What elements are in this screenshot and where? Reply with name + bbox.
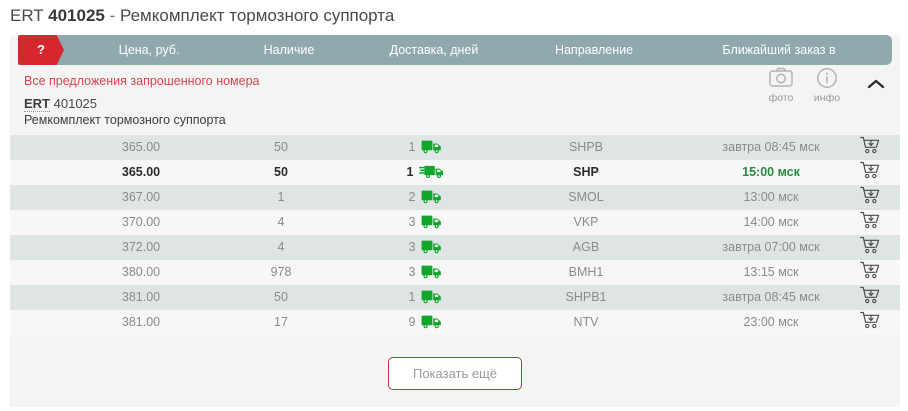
table-row[interactable]: 381.00 50 1 SHPB1 завтра 08:45 мск — [10, 285, 900, 310]
add-to-cart-button[interactable] — [850, 185, 890, 210]
cell-stock: 50 — [274, 165, 288, 179]
page-title: ERT 401025 - Ремкомплект тормозного супп… — [0, 0, 908, 28]
column-header-stock[interactable]: Наличие — [263, 43, 315, 57]
cell-order-time: завтра 08:45 мск — [722, 140, 820, 154]
table-row[interactable]: 372.00 4 3 AGB завтра 07:00 мск — [10, 235, 900, 260]
add-to-cart-button[interactable] — [850, 210, 890, 235]
chevron-up-icon — [867, 79, 885, 89]
offers-table-body: 365.00 50 1 SHPB завтра 08:45 мск 365.00 50 1 SH… — [10, 135, 900, 335]
delivery-days: 1 — [408, 290, 416, 304]
photo-button[interactable]: фото — [764, 67, 798, 104]
cell-direction: VKP — [573, 215, 599, 229]
table-row[interactable]: 381.00 17 9 NTV 23:00 мск — [10, 310, 900, 335]
add-to-cart-button[interactable] — [850, 285, 890, 310]
cell-delivery: 3 — [346, 235, 506, 260]
page-title-brand: ERT — [10, 6, 44, 25]
offers-card: ? Цена, руб. Наличие Доставка, дней Напр… — [10, 35, 900, 407]
table-row[interactable]: 367.00 1 2 SMOL 13:00 мск — [10, 185, 900, 210]
cell-stock: 1 — [277, 190, 285, 204]
cell-order-time: 15:00 мск — [742, 165, 800, 179]
cell-direction: SHPB — [568, 140, 604, 154]
cell-stock: 4 — [277, 240, 285, 254]
cell-order-time: 13:15 мск — [743, 265, 799, 279]
part-number: 401025 — [53, 96, 98, 111]
camera-icon — [764, 67, 798, 91]
cell-price: 365.00 — [121, 140, 161, 154]
part-brand-line: ERT 401025 — [24, 95, 890, 112]
table-row[interactable]: 380.00 978 3 BMH1 13:15 мск — [10, 260, 900, 285]
info-icons-group: фото инфо — [764, 67, 844, 104]
cell-direction: SMOL — [568, 190, 604, 204]
cell-price: 372.00 — [121, 240, 161, 254]
cell-stock: 978 — [270, 265, 292, 279]
cell-order-time: 23:00 мск — [743, 315, 799, 329]
cell-direction: AGB — [572, 240, 600, 254]
cell-order-time: завтра 08:45 мск — [722, 290, 820, 304]
cell-delivery: 1 — [346, 160, 506, 185]
add-to-cart-button[interactable] — [850, 310, 890, 335]
cell-order-time: 14:00 мск — [743, 215, 799, 229]
part-brand[interactable]: ERT — [24, 96, 50, 112]
photo-caption: фото — [768, 92, 794, 104]
add-to-cart-button[interactable] — [850, 160, 890, 185]
cell-order-time: завтра 07:00 мск — [722, 240, 820, 254]
cell-stock: 50 — [274, 140, 288, 154]
cell-delivery: 2 — [346, 185, 506, 210]
cell-delivery: 3 — [346, 260, 506, 285]
delivery-days: 3 — [408, 215, 416, 229]
table-row[interactable]: 365.00 50 1 SHPB завтра 08:45 мск — [10, 135, 900, 160]
add-to-cart-button[interactable] — [850, 260, 890, 285]
cell-delivery: 1 — [346, 285, 506, 310]
cell-delivery: 9 — [346, 310, 506, 335]
page-title-code: 401025 — [48, 6, 105, 25]
delivery-days: 3 — [408, 265, 416, 279]
cell-price: 367.00 — [121, 190, 161, 204]
info-caption: инфо — [813, 92, 841, 104]
collapse-toggle[interactable] — [866, 77, 886, 93]
column-header-direction[interactable]: Направление — [554, 43, 634, 57]
cell-price: 370.00 — [121, 215, 161, 229]
delivery-days: 1 — [408, 140, 416, 154]
page-title-dash: - — [109, 6, 116, 25]
page-title-description: Ремкомплект тормозного суппорта — [120, 6, 395, 25]
info-circle-icon — [810, 67, 844, 91]
delivery-days: 1 — [406, 165, 414, 179]
delivery-days: 9 — [408, 315, 416, 329]
delivery-days: 2 — [408, 190, 416, 204]
show-more-button[interactable]: Показать ещё — [387, 357, 523, 390]
info-button[interactable]: инфо — [810, 67, 844, 104]
show-more-wrap: Показать ещё — [10, 335, 900, 404]
cell-stock: 4 — [277, 215, 285, 229]
cell-price: 381.00 — [121, 290, 161, 304]
cell-direction: BMH1 — [568, 265, 604, 279]
add-to-cart-button[interactable] — [850, 135, 890, 160]
part-name: Ремкомплект тормозного суппорта — [24, 113, 226, 127]
all-offers-link[interactable]: Все предложения запрошенного номера — [24, 74, 260, 88]
truck-icon — [421, 313, 443, 338]
cell-delivery: 3 — [346, 210, 506, 235]
column-header-delivery[interactable]: Доставка, дней — [389, 43, 479, 57]
add-to-cart-button[interactable] — [850, 235, 890, 260]
cell-price: 365.00 — [121, 165, 161, 179]
cart-add-icon — [860, 311, 880, 339]
cell-delivery: 1 — [346, 135, 506, 160]
delivery-days: 3 — [408, 240, 416, 254]
help-badge[interactable]: ? — [18, 35, 64, 65]
cell-direction: SHP — [573, 165, 599, 179]
part-info-block: Все предложения запрошенного номера ERT … — [10, 65, 900, 135]
table-header: ? Цена, руб. Наличие Доставка, дней Напр… — [18, 35, 892, 65]
cell-direction: NTV — [573, 315, 599, 329]
cell-direction: SHPB1 — [565, 290, 607, 304]
cell-stock: 50 — [274, 290, 288, 304]
cell-stock: 17 — [274, 315, 288, 329]
cell-price: 381.00 — [121, 315, 161, 329]
cell-order-time: 13:00 мск — [743, 190, 799, 204]
table-row[interactable]: 365.00 50 1 SHP 15:00 мск — [10, 160, 900, 185]
cell-price: 380.00 — [121, 265, 161, 279]
table-row[interactable]: 370.00 4 3 VKP 14:00 мск — [10, 210, 900, 235]
column-header-price[interactable]: Цена, руб. — [118, 43, 180, 57]
column-header-order-by[interactable]: Ближайший заказ в — [722, 43, 836, 57]
